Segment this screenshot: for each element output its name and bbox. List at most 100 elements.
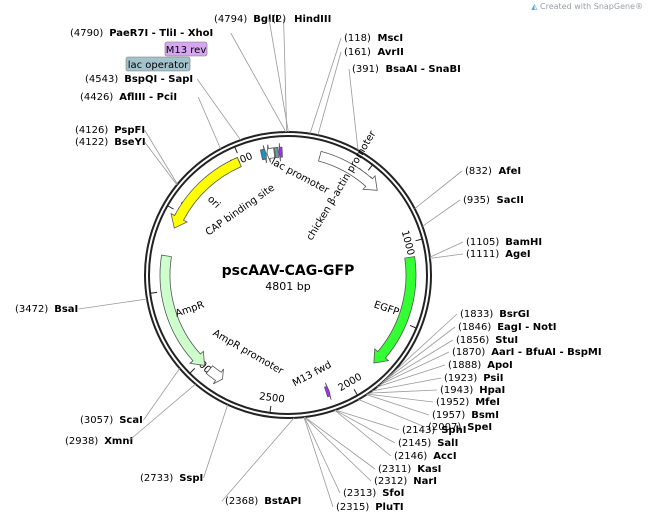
site-name: XmnI (104, 436, 133, 447)
tick-label: 2000 (337, 372, 365, 394)
tick-mark (167, 205, 174, 210)
site-position: (4543) (85, 74, 118, 85)
tick-mark (353, 389, 358, 396)
site-leader-line (384, 313, 458, 381)
site-leader-line (303, 416, 341, 494)
site-position: (2368) (225, 496, 258, 507)
site-leader-line (358, 399, 426, 428)
site-name: BsrGI (499, 309, 529, 320)
site-name: BsmI (471, 410, 499, 421)
site-position: (2) (272, 14, 286, 25)
site-position: (832) (465, 166, 492, 177)
feature-label-ori: ori (205, 194, 222, 211)
snapgene-watermark: ◭ Created with SnapGene® (531, 2, 643, 11)
snapgene-logo-icon: ◭ (531, 2, 538, 11)
site-position: (2145) (398, 438, 431, 449)
site-position: (2733) (140, 473, 173, 484)
site-name: SpeI (467, 422, 492, 433)
feature-ori (170, 156, 242, 229)
site-name: MfeI (475, 397, 500, 408)
site-name: BseYI (114, 137, 145, 148)
site-leader-line (144, 141, 178, 186)
site-leader-line (197, 96, 221, 150)
tick-mark (409, 325, 417, 329)
site-leader-line (371, 377, 442, 392)
feature-egfp (373, 256, 417, 364)
site-name: BglII (253, 14, 279, 25)
feature-box-m13-rev (164, 41, 208, 57)
site-position: (1888) (448, 360, 481, 371)
site-name: BstAPI (264, 496, 301, 507)
site-leader-line (78, 298, 148, 310)
site-leader-line (334, 409, 392, 457)
site-name: AarI - BfuAI - BspMI (491, 347, 601, 358)
site-leader-line (366, 394, 430, 416)
site-position: (3057) (80, 415, 113, 426)
site-name: SspI (179, 473, 203, 484)
site-leader-line (196, 78, 241, 141)
site-position: (1957) (432, 410, 465, 421)
site-name: PsiI (483, 373, 503, 384)
site-leader-line (429, 253, 464, 259)
site-position: (1923) (444, 373, 477, 384)
site-leader-line (304, 416, 376, 470)
site-position: (4794) (214, 14, 247, 25)
feature-lac-operator (274, 146, 280, 159)
site-position: (1105) (466, 237, 499, 248)
site-leader-line (317, 51, 342, 136)
feature-label-egfp: EGFP (372, 300, 400, 319)
site-position: (2311) (378, 464, 411, 475)
site-name: BsaI (54, 304, 78, 315)
feature-label-m13-rev: M13 rev (166, 45, 207, 56)
site-leader-line (348, 68, 359, 151)
site-name: BspQI - SapI (124, 74, 193, 85)
tick-label: 2500 (259, 391, 286, 405)
site-position: (1846) (458, 322, 491, 333)
site-leader-line (304, 416, 372, 482)
site-name: BsaAI - SnaBI (386, 64, 461, 75)
site-position: (4426) (80, 92, 113, 103)
site-name: MscI (378, 33, 404, 44)
site-leader-line (414, 170, 463, 210)
site-leader-line (381, 339, 454, 384)
site-position: (1943) (440, 385, 473, 396)
feature-label-ampr: AmpR (174, 300, 206, 320)
site-position: (3472) (15, 304, 48, 315)
site-leader-line (367, 393, 434, 403)
site-position: (1111) (466, 249, 499, 260)
plasmid-length: 4801 bp (265, 280, 310, 293)
site-position: (1952) (436, 397, 469, 408)
feature-chicken-actin-promoter (318, 150, 378, 191)
site-name: BamHI (505, 237, 542, 248)
site-name: PspFI (114, 125, 145, 136)
feature-ampr (159, 254, 206, 366)
feature-box-lac-operator (125, 56, 191, 72)
site-name: PaeR7I - TliI - XhoI (109, 28, 213, 39)
site-position: (1856) (456, 335, 489, 346)
plasmid-name: pscAAV-CAG-GFP (222, 263, 355, 279)
feature-cap-binding-site (259, 145, 267, 164)
feature-label-lac-promoter: lac promoter (269, 157, 331, 197)
tick-mark (367, 164, 373, 171)
site-leader-line (303, 416, 334, 508)
tick-mark (269, 405, 272, 413)
tick-mark (234, 146, 238, 154)
watermark-brand: SnapGene® (593, 2, 643, 11)
watermark-prefix: Created with (540, 2, 594, 11)
site-leader-line (230, 32, 287, 133)
site-position: (935) (463, 195, 490, 206)
site-leader-line (268, 18, 289, 133)
site-position: (2313) (343, 488, 376, 499)
site-layer: (4790) PaeR7I - TliI - XhoI(4794) BglII(2)… (15, 14, 602, 513)
site-name: SfoI (382, 488, 404, 499)
site-name: StuI (495, 335, 518, 346)
site-leader-line (203, 404, 229, 479)
backbone-inner-ring (148, 135, 428, 415)
site-position: (1870) (452, 347, 485, 358)
site-name: NarI (413, 476, 437, 487)
site-name: ApoI (487, 360, 513, 371)
site-name: SphI (441, 425, 466, 436)
site-name: AfeI (499, 166, 522, 177)
site-name: AccI (433, 451, 456, 462)
feature-ampr-promoter (205, 365, 224, 385)
